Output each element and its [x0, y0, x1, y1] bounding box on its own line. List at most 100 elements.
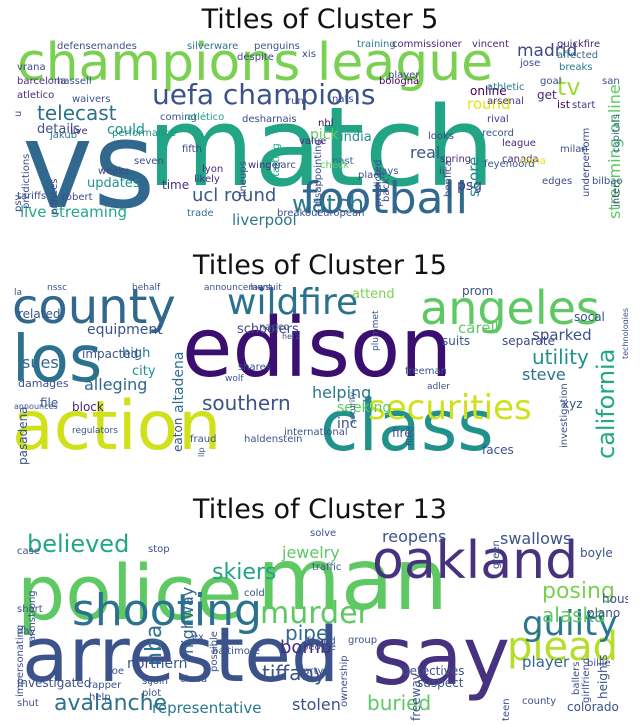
word-police: police [17, 548, 243, 637]
word-quickfire: quickfire [557, 39, 601, 50]
word-equipment: equipment [87, 322, 163, 338]
word-telecast: telecast [37, 101, 117, 125]
word-vs: vs [22, 97, 156, 233]
word-county: county [12, 283, 176, 335]
word-murder: murder [260, 596, 370, 631]
word-jewelry: jewelry [282, 543, 340, 562]
word-armstrong: armstrong [27, 590, 38, 642]
word-city: city [132, 364, 156, 379]
word-match: match [147, 83, 495, 211]
word-tiffany: tiffany [262, 661, 326, 685]
word-seven: seven [134, 156, 164, 167]
word-weeks: weeks [98, 166, 130, 177]
word-stop: stop [148, 544, 170, 555]
word-madrid: madrid [517, 41, 578, 61]
word-reopens: reopens [382, 527, 447, 546]
word-avalanche: avalanche [54, 691, 168, 716]
word-player: player [388, 70, 420, 81]
word-regulators: regulators [72, 426, 118, 436]
word-investigation: investigation [559, 383, 570, 448]
word-inter: inter [611, 183, 622, 207]
word-representative: representative [152, 699, 262, 717]
word-princes: princes [49, 178, 60, 215]
word-jose: jose [520, 58, 541, 69]
word-case: case [17, 546, 40, 557]
word-pick: pick [310, 127, 339, 143]
word-impacted: impacted [82, 347, 139, 361]
word-roma: roma [520, 156, 546, 167]
word-cloud-cluster-15: edison los angeles action class county wildfir… [12, 283, 628, 479]
word-nats: nats [332, 94, 354, 105]
word-alleging: alleging [84, 375, 148, 394]
word-wildfire: wildfire [227, 283, 359, 323]
word-lyon: lyon [202, 164, 224, 175]
word-atl-tico: atlético [187, 112, 225, 123]
word-live: live [70, 126, 88, 137]
word-pasadena: pasadena [16, 406, 30, 465]
word-ist: ist [557, 98, 571, 111]
word-related: related [18, 307, 61, 321]
word-india: india [340, 130, 372, 145]
word-football: football [302, 173, 468, 224]
word-man: man [257, 530, 448, 630]
word-billie: billie [587, 658, 611, 669]
word-block: block [72, 400, 104, 414]
word-start: start [572, 100, 596, 111]
word-hassell: hassell [57, 76, 92, 87]
word-pipe: pipe [285, 621, 329, 645]
word-steve: steve [522, 365, 566, 384]
word-sparked: sparked [532, 326, 592, 344]
word-cloud-cluster-13: police man arrested say oakland shooting plead… [12, 527, 628, 723]
word-rival: rival [487, 114, 509, 125]
word-tariffs: tariffs [17, 191, 47, 202]
word-northern: northern [127, 656, 188, 672]
word-shooting: shooting [72, 585, 262, 636]
word-oakland: oakland [372, 531, 579, 591]
word-skiers: skiers [212, 560, 277, 585]
word-people: people [302, 642, 336, 653]
word-breakout: breakout [277, 208, 322, 219]
word-get: get [537, 88, 557, 102]
word-round: round [467, 95, 511, 113]
word-utility: utility [532, 345, 589, 369]
word-check: check [320, 160, 350, 171]
word-colorado: colorado [567, 700, 619, 714]
word-player: player [522, 653, 570, 671]
chart-title-cluster-5: Titles of Cluster 5 [201, 4, 439, 35]
word-suspect: suspect [417, 676, 464, 690]
word-place: place [358, 170, 385, 181]
word-likely: likely [194, 174, 220, 185]
word-training: training [357, 39, 396, 50]
word-predictions: predictions [21, 153, 32, 209]
word-atletico: atletico [17, 90, 55, 101]
word-county: county [522, 696, 557, 707]
word-defensemandes: defensemandes [57, 41, 137, 52]
word-los: los [12, 323, 103, 397]
chart-title-cluster-15: Titles of Cluster 15 [193, 250, 447, 281]
word-wolf: wolf [225, 374, 244, 384]
word-vrana: vrana [17, 62, 46, 73]
word-highway: highway [178, 586, 197, 654]
word-milan: milan [560, 144, 588, 155]
word-rapper: rapper [88, 680, 122, 691]
word-believed: believed [27, 530, 130, 558]
word-underperform: underperform [581, 127, 592, 197]
word-seeking: seeking [337, 400, 392, 416]
word-plummet: plummet [371, 310, 381, 351]
word-help: help [89, 692, 111, 703]
word-san: san [602, 76, 620, 87]
word-technologies: technologies [621, 308, 628, 359]
word-swallows: swallows [500, 529, 572, 548]
word-league: league [502, 138, 536, 149]
word-posing: posing [542, 579, 615, 604]
word-u: u [13, 110, 24, 117]
word-possible: possible [209, 631, 220, 672]
word-watch: watch [292, 190, 365, 218]
word-past: past [332, 156, 354, 167]
word-details: details [37, 122, 81, 137]
word-attend: attend [352, 287, 395, 302]
word-robert: robert [62, 192, 93, 203]
word-sues: sues [22, 353, 59, 372]
word-class: class [320, 385, 494, 467]
word-shut: shut [17, 698, 39, 709]
